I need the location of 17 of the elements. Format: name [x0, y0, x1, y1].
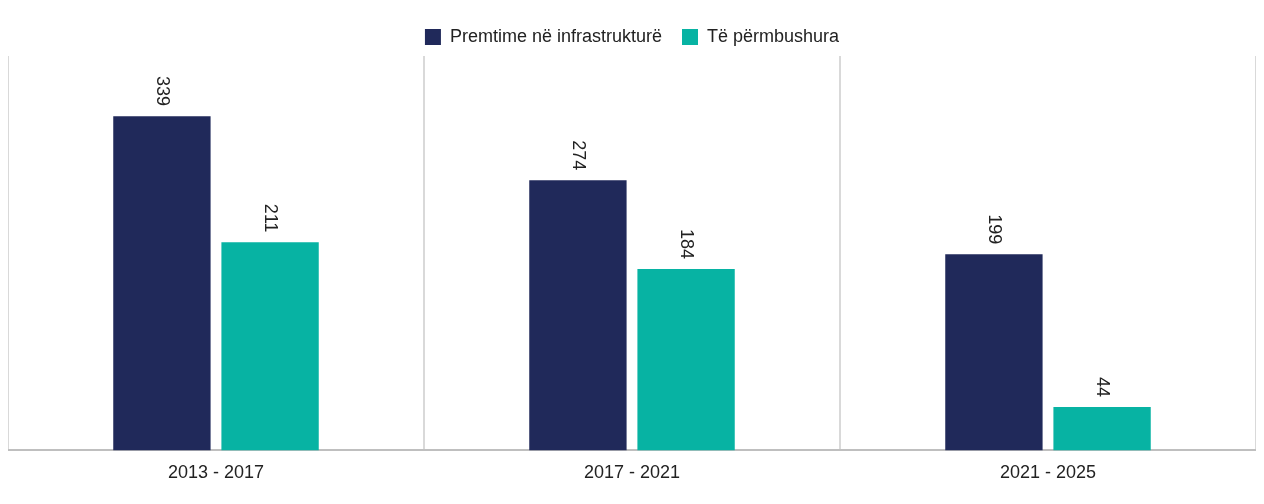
data-label: 274 — [568, 140, 589, 171]
data-label: 339 — [152, 76, 173, 107]
bar — [945, 254, 1043, 451]
data-label: 184 — [677, 228, 698, 259]
data-label: 44 — [1093, 376, 1114, 398]
bar — [529, 180, 627, 451]
legend-label: Premtime në infrastrukturë — [449, 25, 663, 46]
bar — [221, 242, 319, 451]
bar — [1053, 407, 1151, 451]
data-label: 199 — [984, 214, 1005, 245]
bar — [637, 268, 735, 451]
x-tick-label: 2013 - 2017 — [167, 462, 265, 483]
x-tick-label: 2021 - 2025 — [999, 462, 1097, 483]
legend-label: Të përmbushura — [707, 25, 841, 46]
bar — [113, 116, 211, 451]
data-label: 211 — [261, 203, 282, 233]
x-tick-label: 2017 - 2021 — [583, 462, 681, 483]
